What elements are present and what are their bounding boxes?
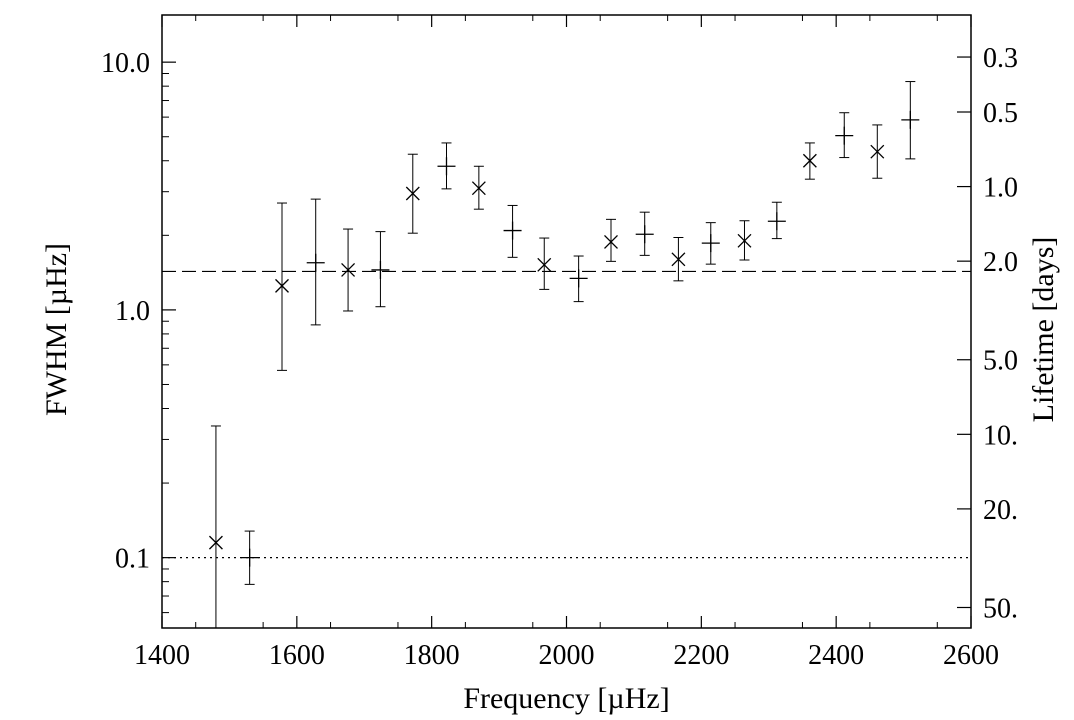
x-axis-label: Frequency [µHz] [463,682,669,715]
plus-marker [306,253,325,272]
x-tick-label: 1400 [134,640,190,671]
x-marker [802,153,817,168]
x-marker [471,181,486,196]
y2-tick-label: 10. [983,420,1018,451]
error-bars [210,81,916,628]
reference-lines [162,270,971,559]
y-tick-label: 0.1 [115,544,150,575]
data-markers [208,110,920,567]
y2-tick-label: 20. [983,495,1018,526]
x-tick-label: 2200 [673,640,729,671]
y2-tick-label: 0.5 [983,98,1018,129]
y2-tick-label: 1.0 [983,173,1018,204]
plus-marker [240,548,259,567]
x-tick-label: 2400 [808,640,864,671]
plus-marker [701,234,720,253]
y2-tick-label: 2.0 [983,247,1018,278]
plus-marker [635,225,654,244]
plus-marker [437,157,456,176]
y2-tick-label: 5.0 [983,346,1018,377]
x-marker [737,233,752,248]
plus-marker [371,260,390,279]
y-tick-label: 1.0 [115,296,150,327]
x-tick-label: 1600 [269,640,325,671]
x-marker [870,144,885,159]
x-tick-label: 2600 [943,640,999,671]
x-marker [604,235,618,249]
error-bar [605,218,616,262]
plot-frame [161,14,972,629]
x-marker [537,257,552,272]
y2-axis-ticks: 0.3 0.5 1.0 2.0 5.0 10. 20. 50. [957,43,1018,624]
x-tick-label: 1800 [404,640,460,671]
y2-tick-label: 0.3 [983,43,1018,74]
plus-marker [767,212,786,231]
x-marker [208,535,223,550]
y-axis-label: FWHM [µHz] [40,243,73,416]
y2-tick-label: 50. [983,593,1018,624]
error-bar [210,425,221,628]
plus-marker [503,221,522,240]
y-tick-label: 10.0 [101,48,150,79]
x-tick-label: 2000 [539,640,595,671]
y2-axis-label: Lifetime [days] [1027,237,1060,423]
x-marker [275,278,289,293]
x-marker [671,252,686,267]
x-axis-ticks: 1400 1600 1800 2000 2200 2400 2600 [134,15,999,671]
plus-marker [569,269,588,288]
plus-marker [835,126,854,145]
error-bar [539,237,550,290]
x-marker [341,262,356,277]
plus-marker [901,110,920,129]
y-axis-ticks: 0.1 1.0 10.0 [101,48,176,614]
x-marker [405,186,420,201]
